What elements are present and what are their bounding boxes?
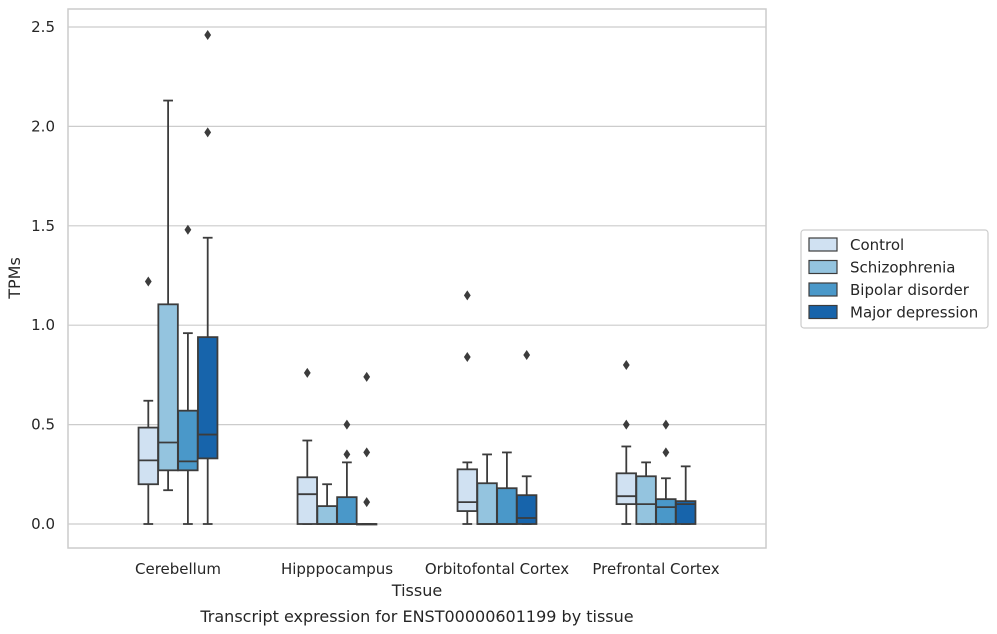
outlier-point — [363, 371, 371, 382]
outlier-point — [184, 224, 192, 235]
x-axis-ticks: Cerebellum Hipppocampus Orbitofontal Corte… — [135, 560, 720, 578]
box-0-1 — [157, 99, 179, 492]
box — [137, 426, 159, 486]
x-tick-label: Cerebellum — [135, 560, 221, 578]
legend: Control Schizophrenia Bipolar disorder Majo… — [800, 229, 989, 329]
box-0-2 — [177, 224, 199, 525]
box-1-0 — [296, 367, 318, 525]
outlier-point — [622, 359, 630, 370]
box-2-1 — [476, 453, 498, 525]
box — [296, 476, 318, 525]
box — [456, 468, 478, 512]
y-axis-ticks: 0.0 0.5 1.0 1.5 2.0 2.5 — [31, 18, 55, 533]
boxplot-groups — [137, 29, 697, 526]
x-tick-label: Orbitofontal Cortex — [425, 560, 569, 578]
box-2-3 — [516, 350, 538, 525]
y-tick-label: 2.5 — [31, 18, 55, 36]
box-0-0 — [137, 276, 159, 525]
box-3-1 — [635, 461, 657, 525]
y-tick-label: 2.0 — [31, 117, 55, 135]
box-0-3 — [197, 29, 219, 525]
y-tick-label: 0.0 — [31, 515, 55, 533]
box-3-2 — [655, 419, 677, 525]
y-tick-label: 1.5 — [31, 217, 55, 235]
box-2-0 — [456, 290, 478, 525]
box-1-3 — [356, 371, 378, 526]
box — [675, 500, 697, 525]
legend-swatch — [808, 237, 838, 252]
y-tick-label: 1.0 — [31, 316, 55, 334]
box — [316, 505, 338, 525]
legend-label: Schizophrenia — [850, 259, 955, 277]
box-2-2 — [496, 451, 518, 525]
box — [157, 303, 179, 472]
legend-label: Bipolar disorder — [850, 281, 970, 299]
box — [336, 496, 358, 525]
y-tick-label: 0.5 — [31, 416, 55, 434]
outlier-point — [662, 419, 670, 430]
box — [635, 475, 657, 525]
outlier-point — [363, 447, 371, 458]
x-tick-label: Hipppocampus — [281, 560, 393, 578]
box — [476, 482, 498, 525]
box-3-0 — [615, 359, 637, 525]
legend-swatch — [808, 304, 838, 320]
y-axis-label: TPMs — [5, 257, 24, 300]
legend-swatch — [808, 282, 838, 297]
outlier-point — [303, 367, 311, 378]
outlier-point — [662, 447, 670, 458]
outlier-point — [622, 419, 630, 430]
outlier-point — [144, 276, 152, 287]
x-axis-label: Tissue — [391, 581, 442, 600]
outlier-point — [363, 497, 371, 508]
box-1-2 — [336, 419, 358, 525]
box — [655, 498, 677, 525]
x-tick-label: Prefrontal Cortex — [592, 560, 719, 578]
outlier-point — [463, 290, 471, 301]
outlier-point — [523, 350, 531, 361]
outlier-point — [343, 449, 351, 460]
outlier-point — [204, 29, 212, 40]
box-3-3 — [675, 465, 697, 525]
legend-label: Control — [850, 236, 904, 254]
box — [496, 487, 518, 525]
box — [197, 336, 219, 460]
plot-frame — [67, 8, 767, 549]
legend-label: Major depression — [850, 304, 978, 322]
legend-frame — [800, 229, 989, 329]
legend-swatch — [808, 259, 838, 275]
box — [516, 494, 538, 525]
outlier-point — [343, 419, 351, 430]
box-1-1 — [316, 483, 338, 525]
outlier-point — [463, 352, 471, 363]
outlier-point — [204, 127, 212, 138]
chart-caption: Transcript expression for ENST0000060119… — [199, 607, 633, 626]
box — [615, 472, 637, 506]
